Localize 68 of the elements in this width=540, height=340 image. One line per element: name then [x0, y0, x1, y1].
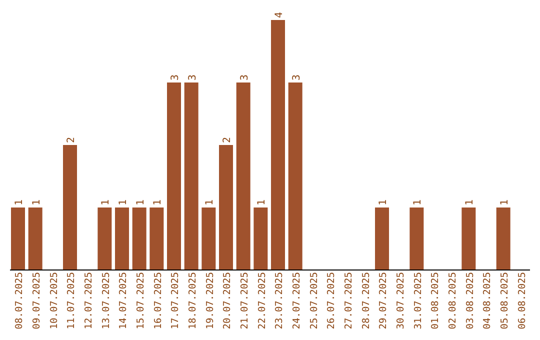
x-tick-label: 02.08.2025 — [448, 272, 458, 330]
data-label: 1 — [378, 199, 389, 206]
data-label: 1 — [499, 199, 510, 206]
data-label: 1 — [152, 199, 164, 206]
bar — [115, 208, 129, 270]
bar — [288, 82, 302, 270]
x-tick-label: 14.07.2025 — [118, 272, 130, 330]
bar — [236, 82, 250, 270]
x-tick-label: 30.07.2025 — [396, 272, 406, 330]
bar — [167, 82, 181, 270]
bar — [496, 208, 510, 270]
x-tick-label: 27.07.2025 — [344, 272, 354, 330]
bar — [11, 208, 25, 270]
data-label: 1 — [14, 199, 25, 206]
x-tick-label: 24.07.2025 — [292, 272, 302, 330]
x-tick-label: 22.07.2025 — [256, 272, 268, 330]
data-label: 1 — [31, 199, 42, 206]
data-label: 1 — [256, 199, 268, 206]
data-label: 1 — [100, 199, 112, 206]
x-tick-label: 06.08.2025 — [516, 272, 528, 330]
x-tick-label: 15.07.2025 — [136, 272, 146, 330]
bar — [63, 145, 77, 270]
x-tick-label: 28.07.2025 — [360, 272, 372, 330]
data-label: 1 — [464, 199, 476, 206]
x-tick-label: 11.07.2025 — [66, 272, 78, 330]
data-label: 2 — [66, 136, 77, 143]
x-tick-label: 31.07.2025 — [412, 272, 424, 330]
x-tick-label: 13.07.2025 — [100, 272, 112, 330]
bar — [184, 82, 198, 270]
bar — [202, 208, 216, 270]
data-label: 1 — [118, 199, 129, 206]
x-tick-label: 18.07.2025 — [188, 272, 198, 330]
data-label: 1 — [204, 199, 216, 206]
data-label: 3 — [239, 74, 250, 80]
bar — [132, 208, 146, 270]
data-label: 2 — [222, 136, 233, 143]
data-label: 3 — [187, 74, 198, 80]
x-tick-label: 26.07.2025 — [326, 272, 338, 330]
x-tick-label: 20.07.2025 — [222, 272, 234, 330]
data-label: 3 — [291, 74, 302, 80]
x-tick-label: 09.07.2025 — [32, 272, 42, 330]
bar — [462, 208, 476, 270]
data-label: 3 — [170, 74, 181, 80]
x-tick-label: 08.07.2025 — [14, 272, 26, 330]
x-tick-label: 01.08.2025 — [430, 272, 442, 330]
x-tick-label: 25.07.2025 — [308, 272, 320, 330]
data-label: 4 — [274, 12, 285, 18]
bar — [375, 208, 389, 270]
x-tick-label: 16.07.2025 — [152, 272, 164, 330]
bar — [271, 20, 285, 270]
data-label: 1 — [412, 199, 424, 206]
bar — [150, 208, 164, 270]
bar — [254, 208, 268, 270]
x-tick-label: 12.07.2025 — [84, 272, 94, 330]
x-tick-label: 17.07.2025 — [170, 272, 182, 330]
x-tick-label: 10.07.2025 — [48, 272, 60, 330]
x-tick-label: 04.08.2025 — [482, 272, 494, 330]
bar — [410, 208, 424, 270]
x-tick-label: 05.08.2025 — [500, 272, 510, 330]
data-label: 1 — [135, 199, 146, 206]
x-tick-label: 03.08.2025 — [464, 272, 476, 330]
x-tick-label: 19.07.2025 — [204, 272, 216, 330]
bar — [98, 208, 112, 270]
bar — [28, 208, 42, 270]
x-tick-label: 29.07.2025 — [378, 272, 390, 330]
bar — [219, 145, 233, 270]
x-tick-label: 23.07.2025 — [274, 272, 286, 330]
x-tick-label: 21.07.2025 — [240, 272, 250, 330]
